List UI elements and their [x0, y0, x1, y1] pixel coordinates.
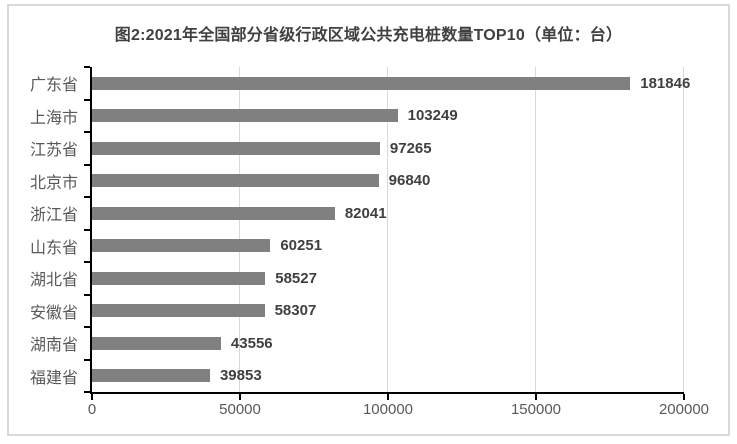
bar-row: 58307 — [92, 295, 684, 328]
bar-row: 103249 — [92, 100, 684, 133]
bar-value-label: 96840 — [388, 172, 431, 190]
bar — [92, 109, 398, 123]
bar — [92, 336, 221, 350]
x-axis-tick — [535, 394, 537, 400]
bar — [92, 174, 379, 188]
x-tick-label: 50000 — [219, 401, 261, 418]
y-axis-tick — [84, 326, 90, 328]
x-axis-tick — [91, 394, 93, 400]
bar — [92, 141, 380, 155]
bar-value-label: 39853 — [219, 367, 262, 385]
bar-row: 39853 — [92, 360, 684, 393]
plot-area: 181846 103249 97265 96840 82041 60251 58527 583… — [84, 66, 690, 400]
bar-row: 58527 — [92, 262, 684, 295]
chart-title: 图2:2021年全国部分省级行政区域公共充电桩数量TOP10（单位：台） — [114, 27, 623, 44]
bar — [92, 239, 271, 253]
bar — [92, 271, 266, 285]
category-labels-container: 广东省上海市江苏省北京市浙江省山东省湖北省安徽省湖南省福建省 — [0, 67, 78, 392]
category-label: 山东省 — [29, 237, 78, 257]
category-label: 北京市 — [29, 172, 78, 192]
bar-row: 43556 — [92, 327, 684, 360]
y-axis-tick — [84, 66, 90, 68]
y-axis-tick — [84, 131, 90, 133]
bar — [92, 76, 631, 90]
bar-value-label: 82041 — [344, 204, 387, 222]
bar-row: 96840 — [92, 165, 684, 198]
bar-value-label: 43556 — [230, 334, 273, 352]
bar — [92, 206, 335, 220]
bar-value-label: 58527 — [275, 269, 317, 287]
gridline — [239, 67, 240, 392]
x-tick-label: 100000 — [362, 401, 414, 418]
gridline — [535, 67, 536, 392]
y-axis-tick — [84, 261, 90, 263]
bar-row: 60251 — [92, 230, 684, 263]
category-label: 上海市 — [29, 107, 78, 127]
category-label: 湖南省 — [29, 335, 78, 355]
y-axis-tick — [84, 358, 90, 361]
bar-value-label: 97265 — [389, 139, 432, 157]
category-label: 浙江省 — [29, 205, 78, 225]
x-tick-label: 200000 — [658, 401, 710, 418]
category-label: 安徽省 — [29, 302, 78, 322]
bar-value-label: 103249 — [407, 107, 458, 125]
category-label: 广东省 — [29, 75, 78, 95]
category-label: 福建省 — [29, 367, 78, 387]
y-axis-tick — [84, 196, 90, 198]
category-label: 江苏省 — [29, 140, 78, 160]
x-tick-label: 0 — [87, 401, 97, 418]
y-axis-tick — [84, 98, 90, 101]
category-label: 湖北省 — [29, 270, 78, 290]
bars-container: 181846 103249 97265 96840 82041 60251 58527 583… — [92, 67, 690, 393]
x-axis-line — [90, 392, 684, 394]
y-axis-tick — [84, 391, 90, 393]
bar-row: 181846 — [92, 67, 690, 100]
y-axis-tick — [84, 293, 90, 296]
bar — [92, 369, 210, 383]
x-axis-tick — [387, 394, 389, 400]
bar-value-label: 58307 — [274, 302, 317, 320]
x-axis-tick — [683, 394, 685, 400]
bar-row: 82041 — [92, 197, 684, 230]
bar-row: 97265 — [92, 132, 684, 165]
x-tick-label: 150000 — [510, 401, 562, 418]
y-axis-line — [90, 67, 92, 394]
x-tick-labels-container: 0 50000 100000 150000 200000 — [88, 401, 709, 421]
bar-value-label: 60251 — [280, 237, 323, 255]
gridline — [683, 67, 684, 392]
y-axis-tick — [84, 163, 90, 166]
x-axis-tick — [239, 394, 241, 400]
bar-value-label: 181846 — [640, 74, 691, 92]
bar — [92, 304, 265, 318]
y-axis-tick — [84, 228, 90, 231]
gridline — [387, 67, 388, 392]
